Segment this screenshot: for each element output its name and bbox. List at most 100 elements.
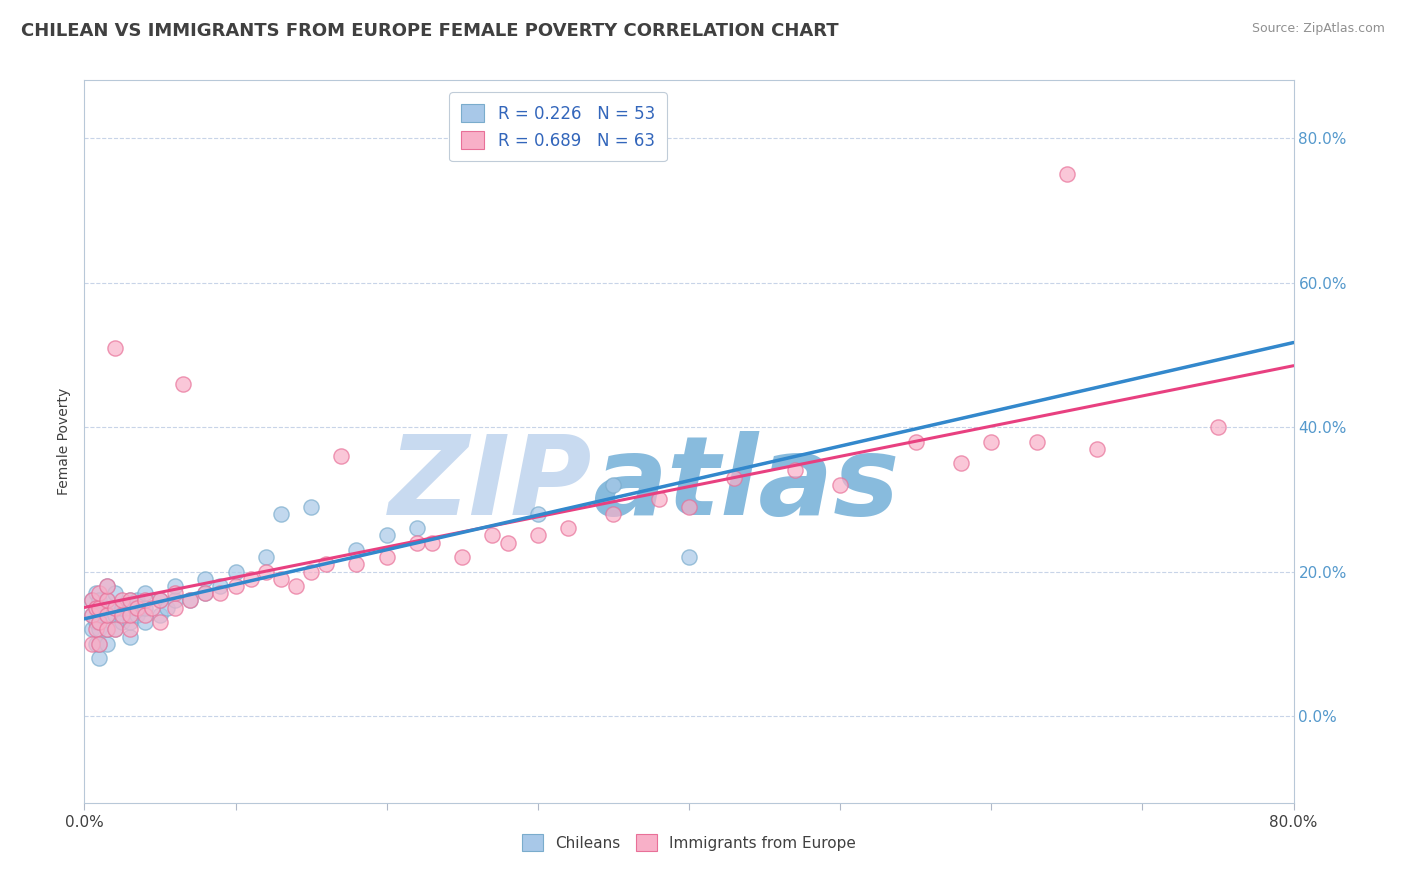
Point — [89, 586, 111, 600]
Point — [149, 593, 172, 607]
Point — [315, 558, 337, 572]
Point — [111, 615, 134, 630]
Text: CHILEAN VS IMMIGRANTS FROM EUROPE FEMALE POVERTY CORRELATION CHART: CHILEAN VS IMMIGRANTS FROM EUROPE FEMALE… — [21, 22, 839, 40]
Point — [254, 550, 277, 565]
Point — [1206, 420, 1229, 434]
Point — [678, 550, 700, 565]
Point — [104, 623, 127, 637]
Point — [165, 600, 187, 615]
Point — [165, 579, 187, 593]
Point — [375, 528, 398, 542]
Point — [830, 478, 852, 492]
Point — [96, 623, 118, 637]
Point — [89, 615, 111, 630]
Point — [156, 600, 179, 615]
Point — [1085, 442, 1108, 456]
Point — [127, 607, 149, 622]
Point — [904, 434, 927, 449]
Point — [86, 623, 108, 637]
Point — [134, 607, 156, 622]
Point — [194, 572, 217, 586]
Point — [80, 623, 103, 637]
Point — [96, 579, 118, 593]
Point — [111, 593, 134, 607]
Point — [96, 607, 118, 622]
Point — [86, 637, 108, 651]
Point — [96, 607, 118, 622]
Point — [149, 607, 172, 622]
Text: Source: ZipAtlas.com: Source: ZipAtlas.com — [1251, 22, 1385, 36]
Point — [118, 623, 141, 637]
Point — [172, 376, 194, 391]
Point — [179, 593, 201, 607]
Point — [96, 593, 118, 607]
Point — [80, 593, 103, 607]
Point — [346, 558, 368, 572]
Point — [225, 565, 247, 579]
Point — [783, 463, 806, 477]
Point — [104, 600, 127, 615]
Point — [118, 593, 141, 607]
Point — [602, 507, 624, 521]
Point — [194, 586, 217, 600]
Point — [481, 528, 503, 542]
Point — [111, 600, 134, 615]
Point — [89, 600, 111, 615]
Point — [406, 521, 429, 535]
Text: ZIP: ZIP — [388, 432, 592, 539]
Point — [80, 637, 103, 651]
Point — [134, 600, 156, 615]
Point — [104, 607, 127, 622]
Point — [149, 615, 172, 630]
Point — [89, 600, 111, 615]
Point — [165, 586, 187, 600]
Point — [89, 607, 111, 622]
Point — [239, 572, 262, 586]
Point — [89, 637, 111, 651]
Point — [118, 630, 141, 644]
Point — [118, 615, 141, 630]
Point — [118, 593, 141, 607]
Point — [89, 637, 111, 651]
Point — [80, 607, 103, 622]
Point — [89, 593, 111, 607]
Point — [80, 593, 103, 607]
Point — [111, 607, 134, 622]
Point — [127, 600, 149, 615]
Point — [557, 521, 579, 535]
Point — [179, 593, 201, 607]
Point — [496, 535, 519, 549]
Point — [118, 607, 141, 622]
Point — [118, 600, 141, 615]
Point — [451, 550, 474, 565]
Point — [104, 341, 127, 355]
Point — [89, 615, 111, 630]
Point — [330, 449, 353, 463]
Point — [299, 565, 322, 579]
Point — [527, 528, 550, 542]
Point — [96, 579, 118, 593]
Point — [420, 535, 443, 549]
Point — [86, 600, 108, 615]
Point — [89, 623, 111, 637]
Point — [86, 600, 108, 615]
Point — [285, 579, 308, 593]
Point — [299, 500, 322, 514]
Point — [723, 470, 745, 484]
Point — [86, 586, 108, 600]
Legend: Chileans, Immigrants from Europe: Chileans, Immigrants from Europe — [512, 825, 866, 860]
Point — [165, 593, 187, 607]
Point — [134, 586, 156, 600]
Y-axis label: Female Poverty: Female Poverty — [58, 388, 72, 495]
Point — [141, 600, 163, 615]
Point — [96, 623, 118, 637]
Point — [209, 579, 232, 593]
Point — [1025, 434, 1047, 449]
Point — [104, 623, 127, 637]
Point — [950, 456, 973, 470]
Point — [346, 542, 368, 557]
Point — [149, 593, 172, 607]
Point — [96, 637, 118, 651]
Point — [270, 572, 292, 586]
Point — [96, 593, 118, 607]
